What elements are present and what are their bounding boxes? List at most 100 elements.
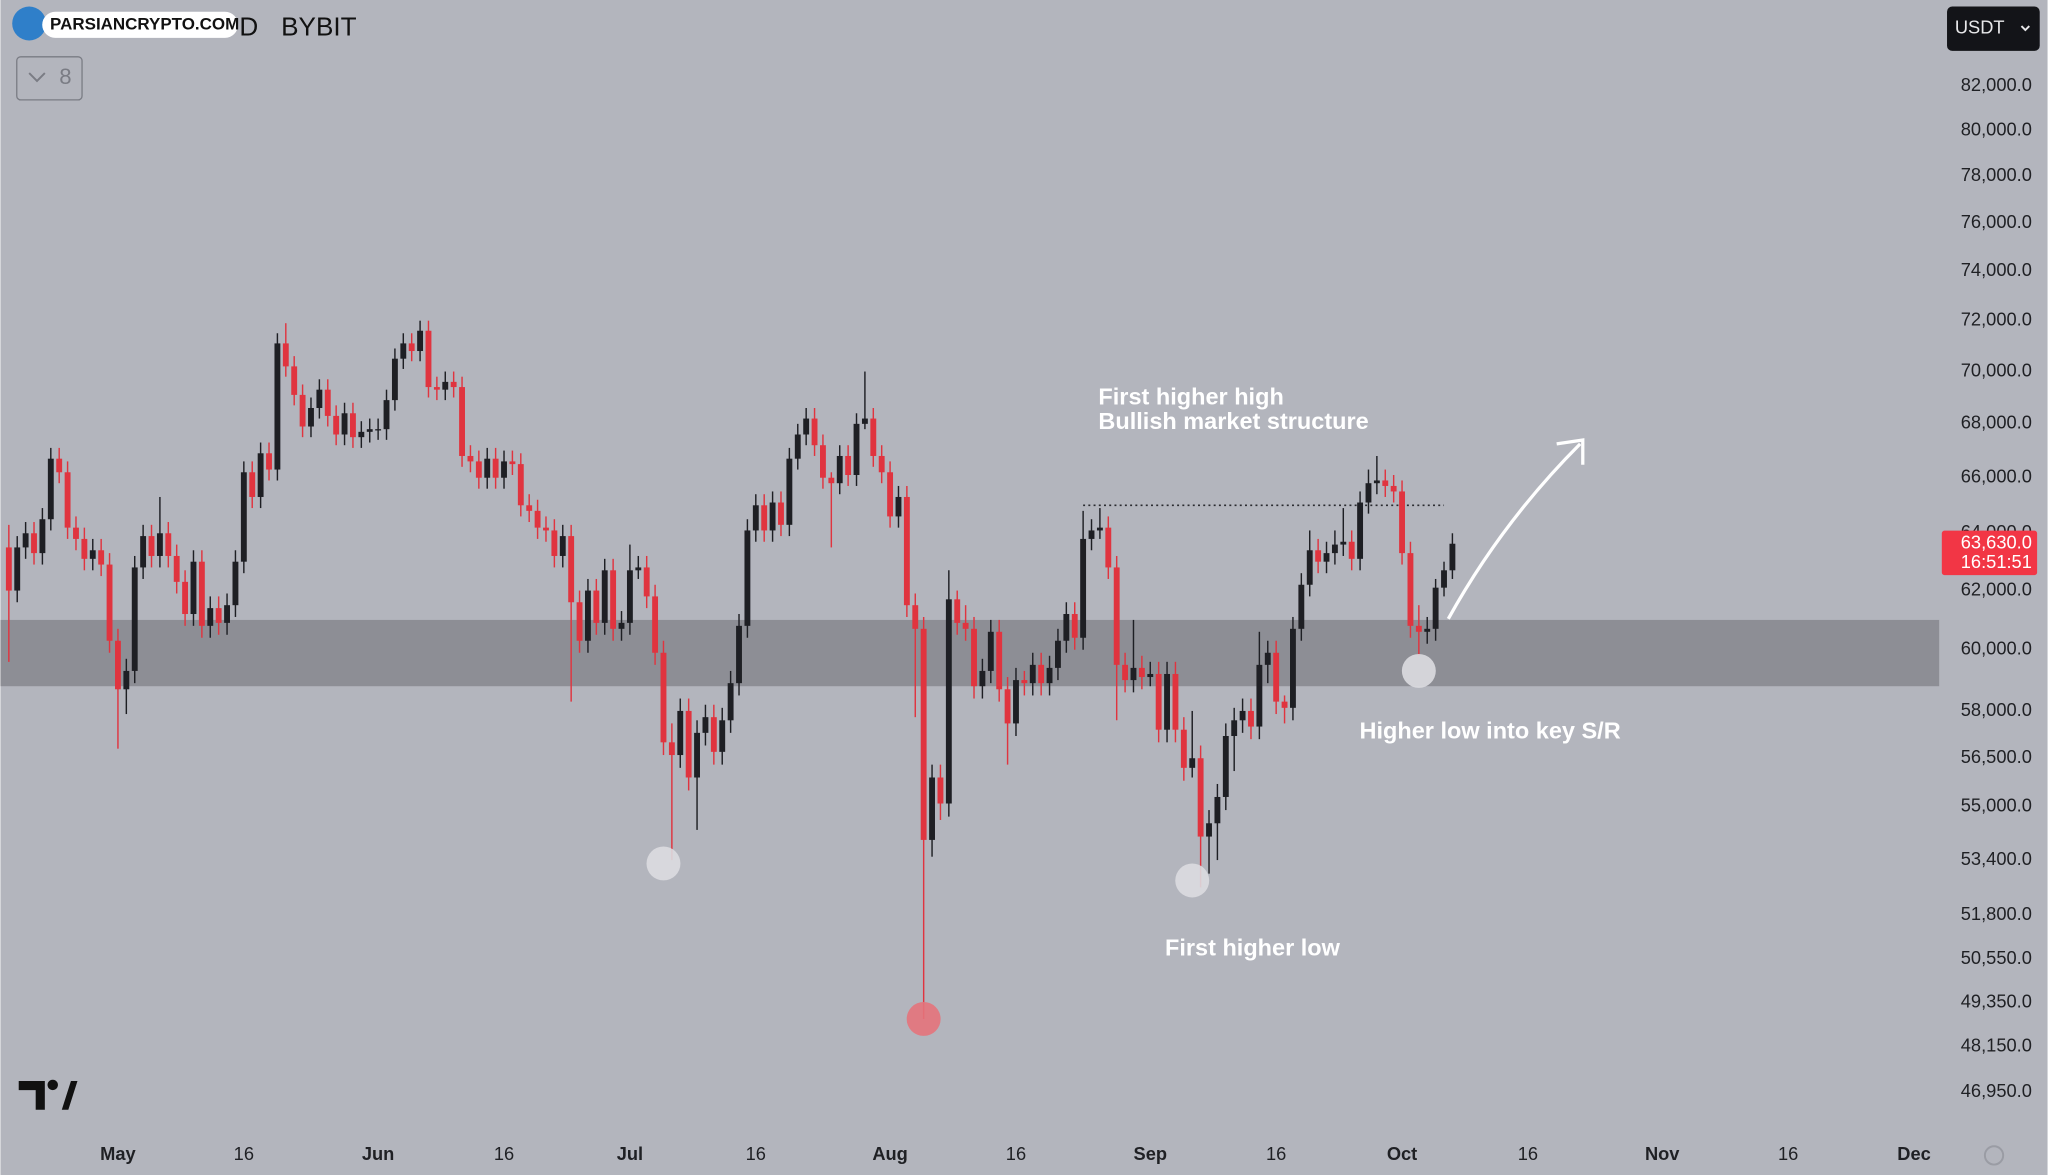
candle-body xyxy=(22,533,29,548)
candle-body xyxy=(903,496,910,606)
candle-body xyxy=(1373,480,1380,484)
price-label-bg xyxy=(1941,530,2038,576)
candle-body xyxy=(1113,567,1120,665)
candle-body xyxy=(106,564,113,641)
candle-body xyxy=(794,434,801,459)
candle-body xyxy=(484,458,491,478)
candle-body xyxy=(475,461,482,478)
candle-body xyxy=(543,527,549,531)
candle-body xyxy=(1331,544,1338,554)
y-tick-label: 51,800.0 xyxy=(1961,903,2032,924)
tv-logo xyxy=(18,1079,78,1110)
candle-body xyxy=(47,458,54,520)
candle-body xyxy=(618,622,625,629)
candle-body xyxy=(333,415,340,435)
candle-body xyxy=(744,530,751,626)
currency-dropdown[interactable] xyxy=(1947,6,2040,51)
y-tick-label: 58,000.0 xyxy=(1961,699,2032,720)
arrow xyxy=(1446,442,1582,620)
low-marker xyxy=(1175,863,1210,898)
candle-body xyxy=(375,429,382,431)
y-tick-label: 50,550.0 xyxy=(1961,947,2032,968)
watermark: PARSIANCRYPTO.COM xyxy=(50,14,239,33)
candle-body xyxy=(652,596,659,653)
candle-body xyxy=(1415,625,1422,632)
candle-body xyxy=(610,570,617,629)
candle-body xyxy=(601,570,608,623)
candle-body xyxy=(1004,689,1011,724)
candle-body xyxy=(870,418,877,456)
candle-body xyxy=(282,343,289,367)
annotation: First higher high xyxy=(1098,383,1283,409)
candle-body xyxy=(1105,527,1112,568)
candle-body xyxy=(14,547,21,591)
candle-body xyxy=(1172,673,1179,730)
x-tick-label: Sep xyxy=(1134,1143,1167,1164)
y-tick-label: 48,150.0 xyxy=(1961,1035,2032,1056)
watermark-pill xyxy=(42,11,239,38)
chevron-icon xyxy=(28,72,46,83)
candle-body xyxy=(526,505,533,511)
watermark-logo xyxy=(12,6,47,41)
candle-body xyxy=(165,533,172,556)
candle-body xyxy=(920,628,927,840)
candle-body xyxy=(1063,614,1070,641)
x-tick-label: May xyxy=(100,1143,136,1164)
candle-body xyxy=(266,453,272,470)
candle-body xyxy=(987,631,994,671)
candle-body xyxy=(1290,628,1296,708)
candle-body xyxy=(719,720,726,752)
candle-body xyxy=(517,464,524,506)
y-tick-label: 70,000.0 xyxy=(1961,359,2032,380)
candle-body xyxy=(685,710,692,778)
y-tick-label: 55,000.0 xyxy=(1961,795,2032,816)
candle-body xyxy=(224,605,230,623)
candle-body xyxy=(1357,502,1364,559)
candle-body xyxy=(417,330,424,352)
candle-body xyxy=(98,550,105,565)
candle-body xyxy=(1424,628,1431,632)
candle-body xyxy=(5,547,12,591)
candle-body xyxy=(148,536,155,556)
candle-body xyxy=(215,608,222,623)
candle-body xyxy=(450,381,457,388)
candle-body xyxy=(1038,664,1045,684)
candle-body xyxy=(1239,710,1246,721)
candle-body xyxy=(761,505,768,531)
candle-body xyxy=(501,461,507,478)
candle-body xyxy=(31,533,37,554)
candle-body xyxy=(887,472,894,517)
candle-body xyxy=(1189,758,1196,768)
candle-body xyxy=(979,670,986,687)
candle-body xyxy=(1264,652,1271,665)
candle-body xyxy=(131,567,138,671)
indicator-toggle[interactable] xyxy=(16,56,83,101)
candle-body xyxy=(391,358,398,401)
candle-body xyxy=(156,533,163,556)
y-tick-label: 60,000.0 xyxy=(1961,638,2032,659)
dropdown-icon xyxy=(2020,25,2030,32)
plot-area xyxy=(0,320,1940,1036)
candle-body xyxy=(643,567,650,597)
annotation: Bullish market structure xyxy=(1098,408,1368,434)
y-tick-label: 78,000.0 xyxy=(1961,164,2032,185)
candle-body xyxy=(1138,667,1145,678)
settings-icon[interactable] xyxy=(1983,1145,2005,1166)
candle-body xyxy=(828,477,835,484)
candle-body xyxy=(39,519,46,554)
y-tick-label: 72,000.0 xyxy=(1961,309,2032,330)
candle-body xyxy=(358,431,365,438)
x-tick-label: 16 xyxy=(1518,1143,1538,1164)
candle-body xyxy=(115,640,121,690)
candle-body xyxy=(534,510,541,528)
candle-body xyxy=(861,418,868,424)
x-tick-label: Jul xyxy=(617,1143,643,1164)
low-marker xyxy=(646,846,681,881)
candle-body xyxy=(190,561,197,615)
candle-body xyxy=(694,732,700,778)
candle-body xyxy=(299,394,306,427)
candle-body xyxy=(1013,680,1019,724)
currency: USDT xyxy=(1955,17,2005,38)
candle-body xyxy=(996,631,1003,690)
